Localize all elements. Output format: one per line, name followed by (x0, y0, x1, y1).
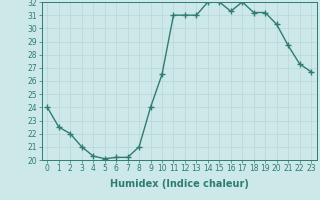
X-axis label: Humidex (Indice chaleur): Humidex (Indice chaleur) (110, 179, 249, 189)
